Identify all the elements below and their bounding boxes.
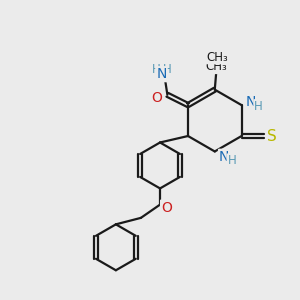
Text: O: O [151,91,162,105]
Text: H: H [162,63,171,76]
Text: CH₃: CH₃ [206,60,227,73]
Text: S: S [267,128,277,143]
Text: O: O [161,201,172,214]
Text: N: N [156,67,167,81]
Text: H: H [152,63,161,76]
Text: N: N [219,150,230,164]
Text: H: H [227,154,236,167]
Text: CH₃: CH₃ [207,51,229,64]
Text: H: H [254,100,263,113]
Text: N: N [246,95,256,109]
